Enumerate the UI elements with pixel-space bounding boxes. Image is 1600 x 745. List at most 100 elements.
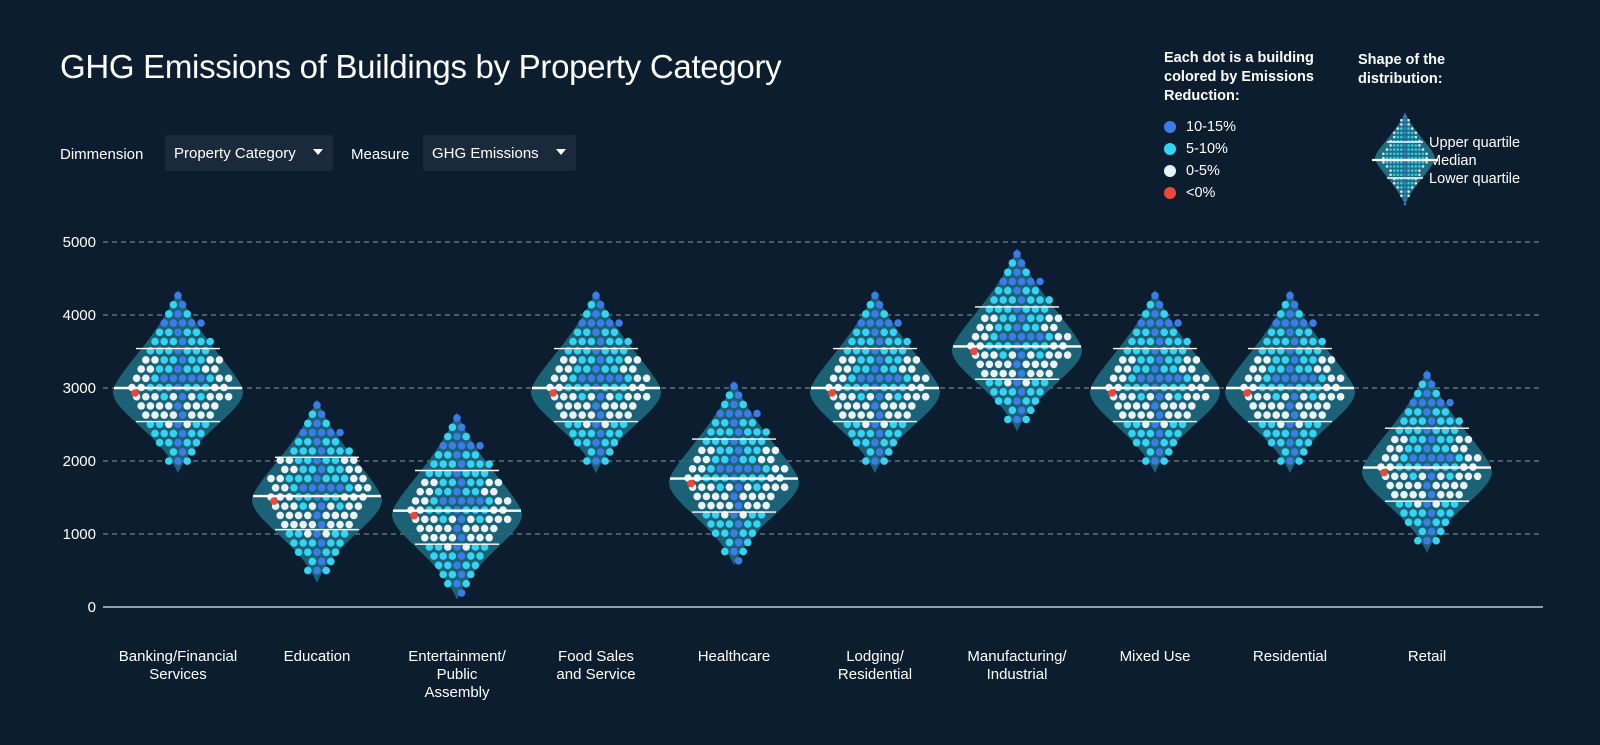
- y-tick-label: 2000: [63, 453, 96, 470]
- data-dot: [753, 483, 761, 492]
- data-dot: [476, 460, 484, 468]
- data-dot: [155, 420, 164, 429]
- data-dot: [322, 566, 331, 575]
- data-dot: [188, 337, 196, 346]
- data-dot: [322, 548, 331, 556]
- data-dot: [1290, 374, 1299, 383]
- data-dot: [711, 419, 720, 427]
- data-dot: [1455, 454, 1463, 462]
- data-dot: [990, 351, 998, 359]
- data-dot: [615, 319, 623, 327]
- data-dot: [583, 328, 591, 337]
- data-dot: [573, 365, 582, 373]
- data-dot: [160, 337, 168, 346]
- data-dot: [345, 484, 354, 492]
- data-dot: [734, 538, 743, 547]
- data-dot: [457, 497, 466, 505]
- data-dot: [734, 428, 743, 436]
- data-dot: [596, 429, 605, 438]
- data-dot: [866, 319, 875, 327]
- data-dot: [1391, 435, 1399, 444]
- data-dot: [587, 392, 596, 401]
- data-dot: [1137, 429, 1145, 438]
- data-dot: [1109, 374, 1118, 383]
- data-dot: [573, 402, 582, 410]
- measure-select[interactable]: GHG Emissions: [423, 135, 576, 171]
- data-dot: [1318, 411, 1326, 419]
- data-dot: [281, 502, 289, 511]
- data-dot: [1427, 435, 1436, 444]
- shape-legend-dot: [1396, 165, 1400, 168]
- data-dot: [1409, 417, 1417, 425]
- data-dot: [1128, 356, 1136, 364]
- data-dot: [716, 465, 724, 473]
- violin-group: [810, 289, 940, 474]
- data-dot: [503, 515, 512, 524]
- data-dot: [624, 411, 632, 419]
- shape-legend-violin: [1372, 112, 1438, 206]
- data-dot: [425, 543, 434, 551]
- data-dot: [999, 388, 1007, 396]
- data-dot: [734, 446, 743, 455]
- data-dot: [1045, 351, 1053, 359]
- data-dot: [281, 484, 289, 492]
- dimension-select[interactable]: Property Category: [165, 135, 333, 171]
- data-dot: [1281, 337, 1290, 346]
- data-dot: [188, 448, 196, 456]
- legend-item-below-0: <0%: [1164, 185, 1216, 201]
- data-dot: [707, 483, 715, 492]
- data-dot: [587, 411, 596, 419]
- shape-legend-dot: [1425, 152, 1428, 156]
- data-dot: [721, 419, 729, 427]
- category-label-line: Residential: [1253, 648, 1327, 665]
- data-dot: [322, 474, 331, 483]
- data-dot: [843, 365, 852, 373]
- data-dot: [857, 356, 865, 364]
- shape-legend-dot: [1421, 148, 1425, 151]
- data-dot: [1263, 374, 1271, 383]
- data-dot: [702, 492, 711, 501]
- data-dot: [327, 428, 335, 437]
- data-dot: [1432, 389, 1440, 398]
- data-dot: [1142, 402, 1150, 410]
- data-dot: [990, 296, 998, 304]
- data-dot: [1254, 392, 1262, 401]
- shape-legend-dot: [1407, 123, 1410, 126]
- data-dot: [889, 438, 898, 447]
- data-dot: [1142, 457, 1150, 465]
- data-dot: [1295, 365, 1303, 373]
- data-dot: [146, 402, 155, 410]
- data-dot: [748, 455, 757, 464]
- shape-legend-dot: [1407, 118, 1410, 122]
- data-dot: [1146, 337, 1155, 346]
- data-dot: [721, 400, 729, 409]
- data-dot: [1031, 360, 1040, 369]
- data-dot: [908, 365, 916, 373]
- data-dot: [1063, 351, 1072, 359]
- data-dot: [211, 402, 219, 410]
- outlier-dot: [410, 511, 418, 520]
- data-dot: [1300, 429, 1308, 438]
- data-dot: [698, 465, 706, 473]
- shape-legend-dot: [1407, 152, 1410, 156]
- violin-group: [252, 399, 382, 583]
- shape-legend-dot: [1418, 152, 1421, 156]
- category-label-line: Food Sales: [558, 648, 634, 665]
- violin-shape: [669, 380, 799, 566]
- data-dot: [848, 356, 856, 364]
- data-dot: [1142, 420, 1150, 429]
- data-dot: [1446, 417, 1454, 425]
- shape-legend-dot: [1382, 160, 1385, 164]
- data-dot: [716, 483, 724, 492]
- data-dot: [771, 483, 780, 492]
- data-dot: [1290, 429, 1299, 438]
- data-dot: [711, 511, 720, 519]
- data-dot: [1146, 374, 1155, 383]
- data-dot: [453, 524, 461, 533]
- category-label-line: and Service: [556, 666, 635, 683]
- legend-item-label: <0%: [1186, 185, 1216, 201]
- data-dot: [707, 520, 715, 528]
- data-dot: [215, 374, 224, 383]
- data-dot: [734, 465, 743, 473]
- data-dot: [744, 501, 752, 510]
